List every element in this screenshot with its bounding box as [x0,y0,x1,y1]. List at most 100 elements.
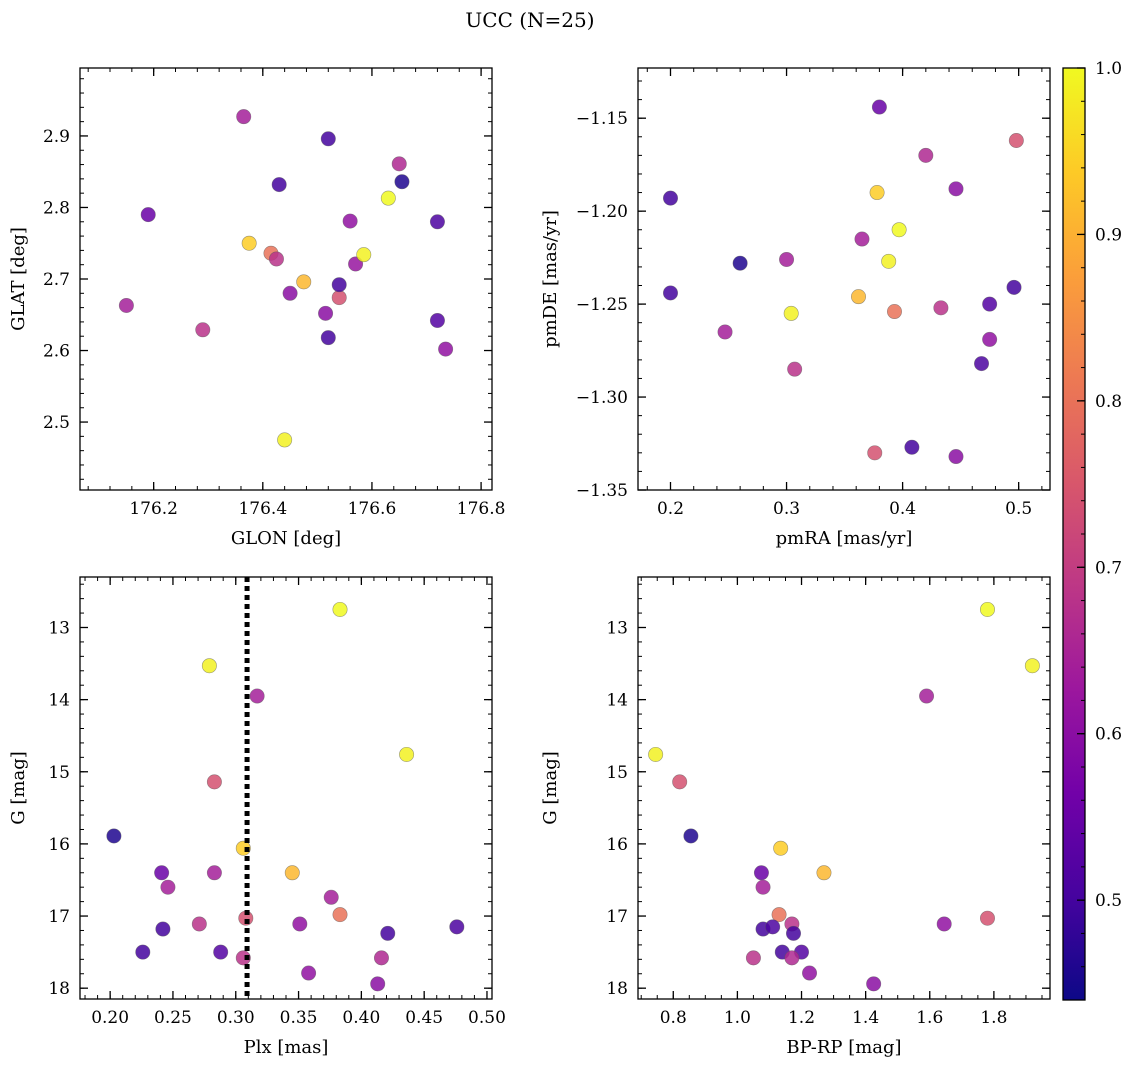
data-point [753,865,769,881]
data-point [236,109,252,125]
y-tick-label: 2.8 [43,198,70,218]
data-point [1008,133,1024,149]
data-point [206,865,222,881]
figure-title: UCC (N=25) [465,8,594,32]
data-point [191,916,207,932]
data-point [155,921,171,937]
data-point [648,746,664,762]
data-point [277,432,293,448]
colorbar: 0.5 0.6 0.7 0.8 0.9 1.0 [1062,59,1122,1001]
x-tick-label: 1.4 [852,1008,879,1028]
data-point [974,356,990,372]
y-tick-label: 15 [606,763,628,783]
data-point [732,255,748,271]
x-tick-label: 176.8 [457,499,506,519]
glon-glat-x-axis-label: GLON [deg] [231,528,341,549]
data-point [235,950,251,966]
data-point [662,190,678,206]
data-point [918,147,934,163]
y-tick-label: −1.35 [576,481,628,501]
data-point [135,944,151,960]
data-point [271,177,287,193]
colorbar-tick-label: 0.6 [1095,725,1122,745]
data-point [282,285,298,301]
data-point [399,746,415,762]
x-tick-label: 0.45 [405,1008,443,1028]
data-point [140,207,156,223]
data-point [380,190,396,206]
data-point [886,304,902,320]
x-tick-label: 0.25 [154,1008,192,1028]
data-point [342,213,358,229]
x-tick-label: 0.5 [1005,499,1032,519]
data-point [979,601,995,617]
glon-glat-frame [79,67,493,491]
glon-glat-y-axis-label: GLAT [deg] [8,227,29,331]
pm-frame [637,67,1051,491]
data-point [979,910,995,926]
data-point [429,214,445,230]
data-point [391,156,407,172]
data-point [948,181,964,197]
colorbar-tick-label: 1.0 [1095,59,1122,79]
x-tick-label: 0.4 [889,499,916,519]
data-point [1024,658,1040,674]
cmd-frame [637,576,1051,1000]
data-point [118,297,134,313]
colorbar-tick-label: 0.5 [1095,891,1122,911]
data-point [881,253,897,269]
colorbar-gradient [1063,68,1085,1000]
data-point [284,865,300,881]
y-tick-label: 2.6 [43,342,70,362]
y-tick-label: 16 [48,835,70,855]
y-tick-label: 18 [48,979,70,999]
data-point [745,950,761,966]
data-point [982,296,998,312]
x-tick-label: 1.8 [980,1008,1007,1028]
glon-glat-panel: 176.2 176.4 176.6 176.8 2.5 2.6 2.7 2.8 2.9 GLON … [8,67,506,549]
data-point [866,976,882,992]
data-point [160,879,176,895]
data-point [320,131,336,147]
x-tick-label: 0.2 [657,499,684,519]
data-point [765,919,781,935]
data-point [332,601,348,617]
y-tick-label: 16 [606,835,628,855]
plx-g-ticks [80,577,492,999]
data-point [717,324,733,340]
y-tick-label: −1.15 [576,109,628,129]
data-point [429,312,445,328]
data-point [268,251,284,267]
glon-glat-points [118,109,454,448]
data-point [773,840,789,856]
color-magnitude-panel: 0.8 1.0 1.2 1.4 1.6 1.8 13 14 15 16 17 18 BP-RP [mag… [540,576,1051,1058]
x-tick-label: 0.40 [342,1008,380,1028]
x-tick-label: 1.2 [788,1008,815,1028]
data-point [370,976,386,992]
data-point [869,185,885,201]
y-tick-label: −1.20 [576,202,628,222]
y-tick-label: 17 [48,907,70,927]
colorbar-frame [1062,67,1086,1001]
data-point [201,658,217,674]
colorbar-tick-label: 0.8 [1095,392,1122,412]
data-point [755,879,771,895]
cmd-y-axis-label: G [mag] [540,751,561,824]
y-tick-label: 2.7 [43,270,70,290]
plx-g-panel: 0.20 0.25 0.30 0.35 0.40 0.45 0.50 13 14 15 16 17 18… [8,576,506,1058]
data-point [936,916,952,932]
data-point [438,341,454,357]
data-point [154,865,170,881]
data-point [851,289,867,305]
data-point [786,925,802,941]
data-point [787,361,803,377]
x-tick-label: 0.35 [280,1008,318,1028]
data-point [779,251,795,267]
x-tick-label: 1.6 [916,1008,943,1028]
data-point [948,449,964,465]
x-tick-label: 0.3 [773,499,800,519]
data-point [301,965,317,981]
data-point [380,925,396,941]
y-tick-label: 14 [48,691,70,711]
data-point [867,445,883,461]
